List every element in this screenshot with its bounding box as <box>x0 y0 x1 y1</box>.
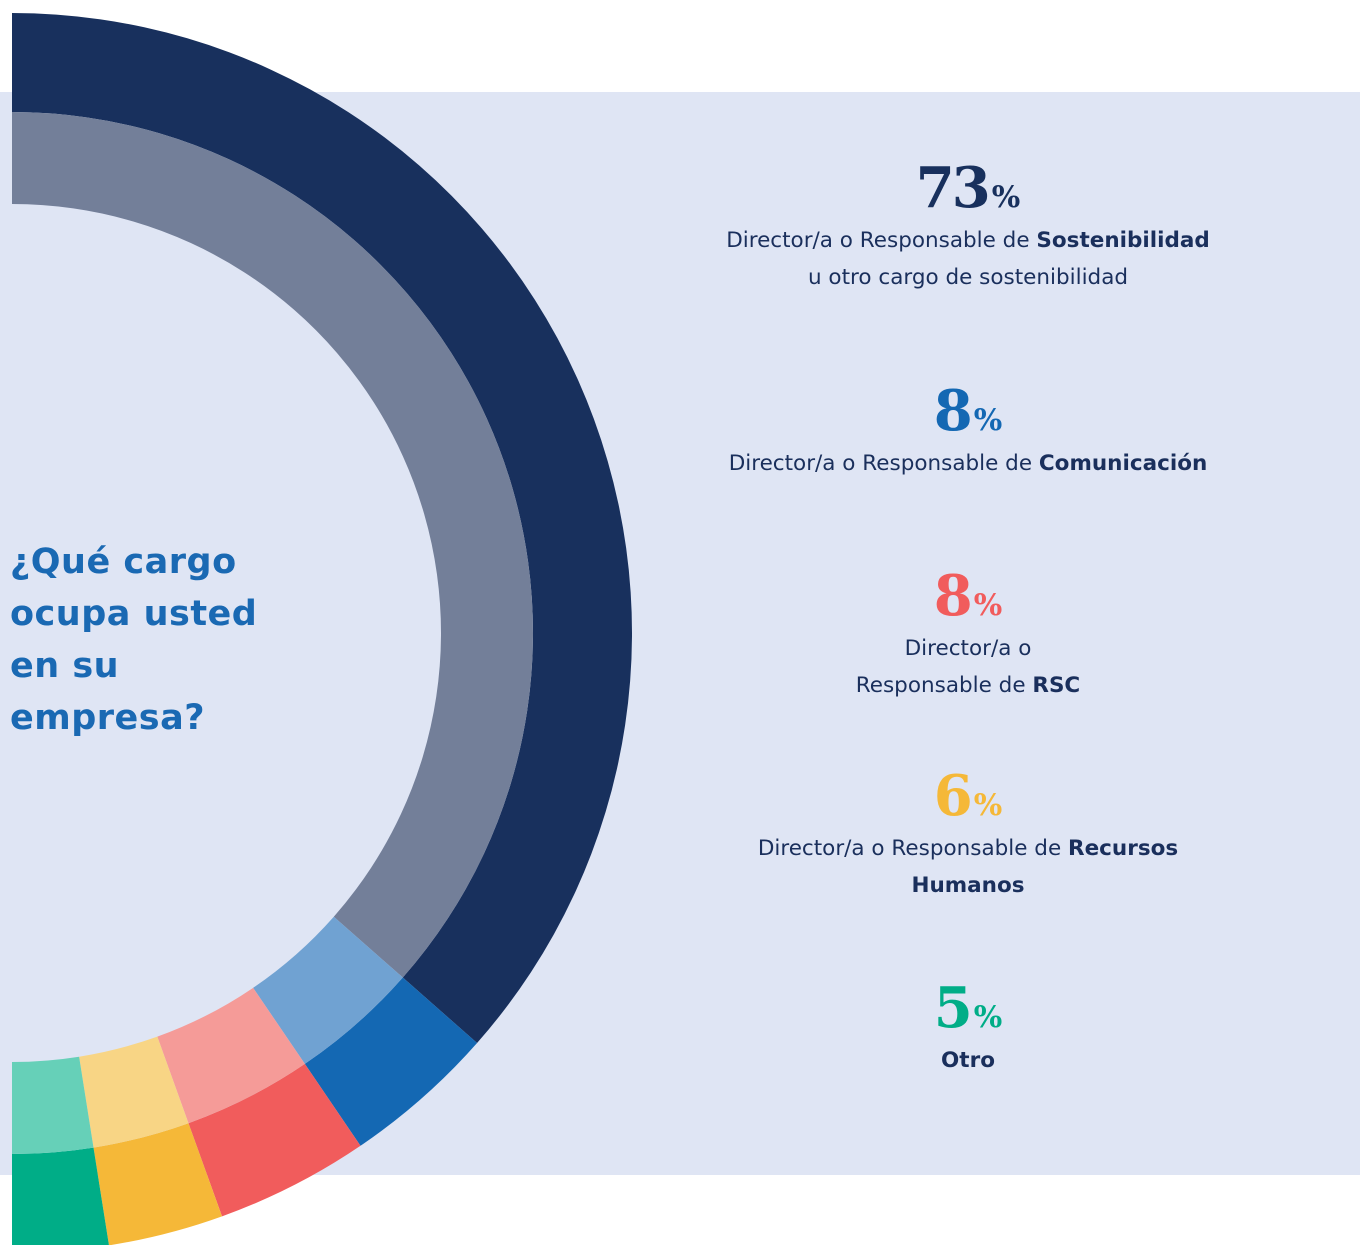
stat-label-bold: Otro <box>941 1048 995 1073</box>
percent-sign: % <box>973 1000 1003 1035</box>
stat-value: 8 <box>933 563 973 629</box>
stat-label-bold: Comunicación <box>1038 451 1208 476</box>
stat-label-bold: Recursos Humanos <box>911 836 1179 898</box>
donut-slice-2-inner <box>253 916 403 1064</box>
donut-slice-4-inner <box>79 1036 189 1148</box>
stat-percentage: 6% <box>720 768 1216 824</box>
donut-slice-1-inner <box>12 112 533 978</box>
stat-label: Director/a o Responsable de Comunicación <box>720 445 1216 482</box>
stat-item: 73% Director/a o Responsable de Sostenibi… <box>720 160 1216 296</box>
stat-label-text: Director/a o <box>904 636 1032 661</box>
stat-percentage: 73% <box>720 160 1216 216</box>
stat-percentage: 5% <box>720 980 1216 1036</box>
stat-label-bold: RSC <box>1032 673 1081 698</box>
stat-value: 8 <box>933 378 973 444</box>
donut-slice-3-outer <box>188 1063 361 1217</box>
stat-label: Director/a o Responsable de Sostenibilid… <box>720 222 1216 296</box>
donut-slice-3-inner <box>157 987 305 1124</box>
stat-value: 6 <box>933 763 973 829</box>
stat-item: 8% Director/a o Responsable de RSC <box>720 568 1216 704</box>
donut-slice-5-outer <box>12 1147 109 1245</box>
stat-item: 5% Otro <box>720 980 1216 1079</box>
percent-sign: % <box>973 403 1003 438</box>
background-panel <box>0 92 1360 1175</box>
donut-slice-2-outer <box>304 977 478 1146</box>
stat-percentage: 8% <box>720 383 1216 439</box>
stat-item: 6% Director/a o Responsable de Recursos H… <box>720 768 1216 904</box>
chart-question: ¿Qué cargo ocupa usted en su empresa? <box>10 542 258 738</box>
stat-label-text: Director/a o Responsable de <box>728 451 1039 476</box>
stat-value: 73 <box>915 155 991 221</box>
stat-percentage: 8% <box>720 568 1216 624</box>
stat-label-text: Responsable de <box>855 673 1033 698</box>
stat-label-text: Director/a o Responsable de <box>757 836 1069 861</box>
donut-slice-4-outer <box>93 1123 223 1245</box>
stat-label: Otro <box>720 1042 1216 1079</box>
stat-label: Director/a o Responsable de Recursos Hum… <box>720 830 1216 904</box>
percent-sign: % <box>991 180 1021 215</box>
stat-label: Director/a o Responsable de RSC <box>720 630 1216 704</box>
stat-value: 5 <box>933 975 973 1041</box>
stat-label-text: Director/a o Responsable de <box>726 228 1037 253</box>
donut-slice-5-inner <box>12 1056 94 1154</box>
stat-label-bold: Sostenibilidad <box>1036 228 1210 253</box>
percent-sign: % <box>973 588 1003 623</box>
stat-item: 8% Director/a o Responsable de Comunicaci… <box>720 383 1216 482</box>
percent-sign: % <box>973 788 1003 823</box>
stat-label-text: u otro cargo de sostenibilidad <box>807 265 1129 290</box>
donut-slice-1-outer <box>12 13 632 1044</box>
